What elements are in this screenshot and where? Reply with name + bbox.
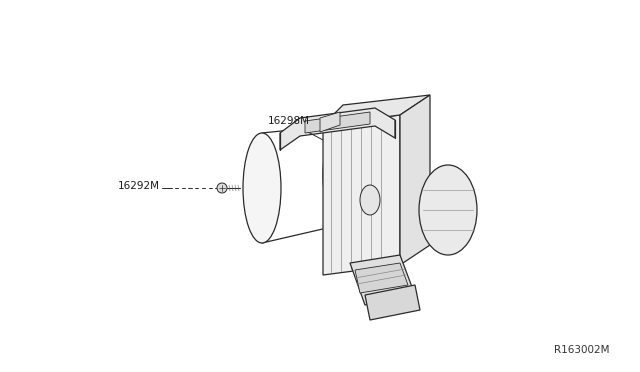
Polygon shape <box>350 255 415 305</box>
Ellipse shape <box>419 165 477 255</box>
Polygon shape <box>280 108 395 150</box>
Polygon shape <box>355 263 408 293</box>
Ellipse shape <box>360 185 380 215</box>
Polygon shape <box>320 112 340 132</box>
Polygon shape <box>323 95 430 125</box>
Circle shape <box>217 183 227 193</box>
Text: 16292M: 16292M <box>118 181 160 191</box>
Ellipse shape <box>323 125 357 225</box>
Polygon shape <box>365 285 420 320</box>
Polygon shape <box>305 112 370 133</box>
Polygon shape <box>400 95 430 265</box>
Text: R163002M: R163002M <box>554 345 610 355</box>
Ellipse shape <box>243 133 281 243</box>
Text: 16298M: 16298M <box>268 116 310 126</box>
Polygon shape <box>323 115 400 275</box>
